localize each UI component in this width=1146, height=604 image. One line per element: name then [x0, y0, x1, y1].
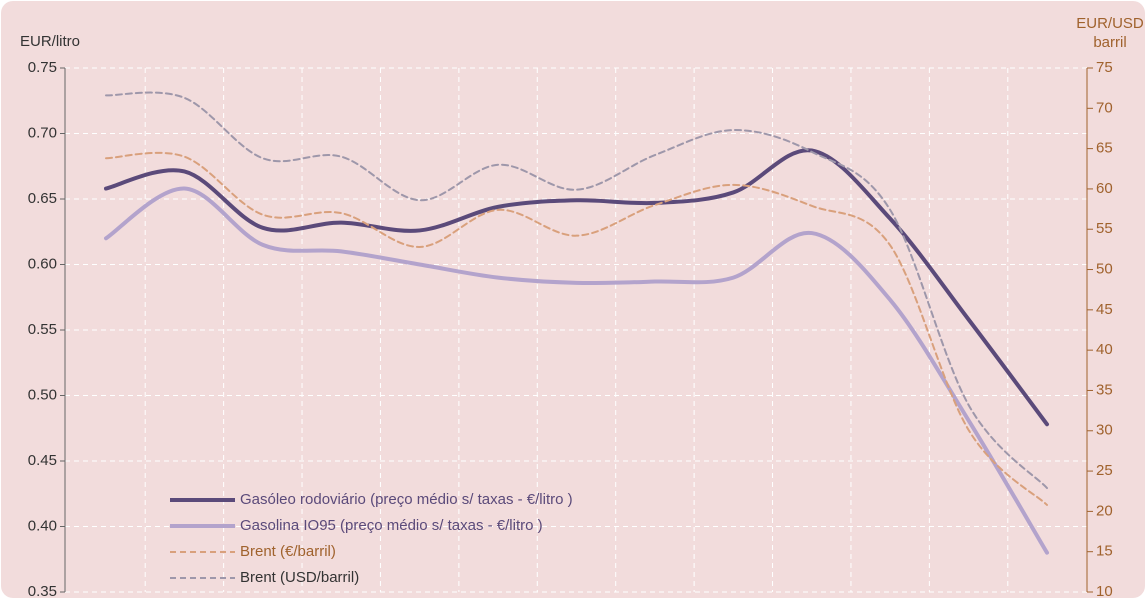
y2-tick-label: 15	[1096, 543, 1113, 560]
y-tick-label: 0.75	[28, 59, 57, 76]
y-tick-label: 0.60	[28, 255, 57, 272]
y-tick-label: 0.70	[28, 124, 57, 141]
y2-tick-label: 65	[1096, 140, 1113, 157]
legend-label: Gasóleo rodoviário (preço médio s/ taxas…	[240, 491, 573, 508]
y2-tick-label: 25	[1096, 462, 1113, 479]
y-tick-label: 0.55	[28, 321, 57, 338]
y2-tick-label: 55	[1096, 220, 1113, 237]
y2-axis-title: EUR/USD	[1076, 15, 1144, 32]
line-series	[105, 151, 1048, 506]
y2-tick-label: 10	[1096, 583, 1113, 599]
y2-tick-label: 70	[1096, 99, 1113, 116]
line-series	[104, 148, 1049, 427]
y2-tick-label: 50	[1096, 261, 1113, 278]
legend-label: Gasolina IO95 (preço médio s/ taxas - €/…	[240, 517, 543, 534]
y-tick-label: 0.45	[28, 452, 57, 469]
y-tick-label: 0.50	[28, 386, 57, 403]
line-series	[104, 186, 1049, 555]
y2-axis-title: barril	[1093, 34, 1126, 51]
y2-tick-label: 30	[1096, 422, 1113, 439]
y2-tick-label: 75	[1096, 59, 1113, 76]
legend-label: Brent (USD/barril)	[240, 569, 359, 586]
y2-tick-label: 35	[1096, 381, 1113, 398]
y2-tick-label: 45	[1096, 301, 1113, 318]
line-series	[105, 91, 1048, 490]
y2-tick-label: 60	[1096, 180, 1113, 197]
y2-tick-label: 40	[1096, 341, 1113, 358]
y-axis-title: EUR/litro	[20, 33, 80, 50]
y2-tick-label: 20	[1096, 502, 1113, 519]
y-tick-label: 0.65	[28, 190, 57, 207]
y-tick-label: 0.40	[28, 517, 57, 534]
y-tick-label: 0.35	[28, 583, 57, 599]
legend-label: Brent (€/barril)	[240, 543, 336, 560]
